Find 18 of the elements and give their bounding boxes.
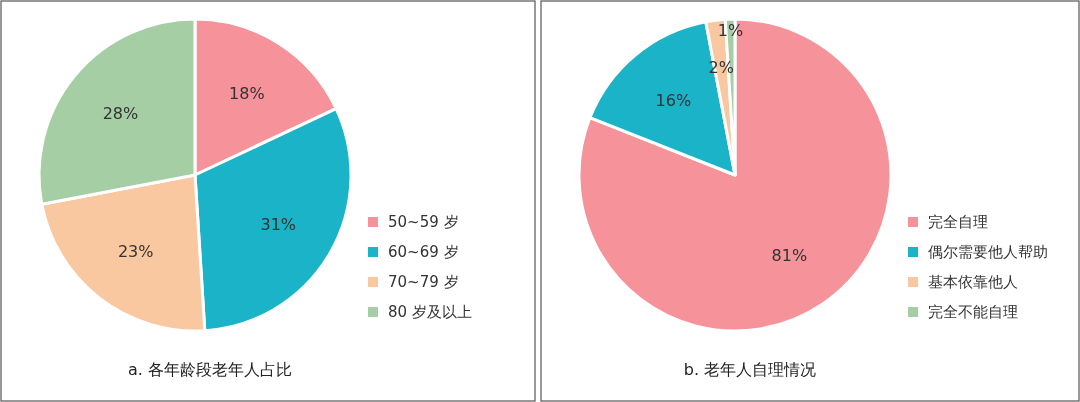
text: a. 各年龄段老年人占比 [128,360,292,379]
legend-label: 偶尔需要他人帮助 [928,243,1048,261]
legend-label: 70~79 岁 [388,273,459,291]
data-label: 23% [117,242,154,262]
legend-label: 完全不能自理 [928,303,1018,321]
data-label: 31% [260,215,297,235]
legend-label: 完全自理 [928,213,988,231]
legend-label: 50~59 岁 [388,213,459,231]
data-label: 1% [717,20,744,40]
legend-label: 80 岁及以上 [388,303,472,321]
data-label: 16% [655,91,692,111]
text: b. 老年人自理情况 [683,360,817,379]
data-label: 28% [102,104,139,124]
legend-label: 基本依靠他人 [928,273,1018,291]
legend-label: 60~69 岁 [388,243,459,261]
data-label: 81% [771,246,808,265]
pie-slice [577,17,893,333]
data-label: 18% [229,84,265,104]
